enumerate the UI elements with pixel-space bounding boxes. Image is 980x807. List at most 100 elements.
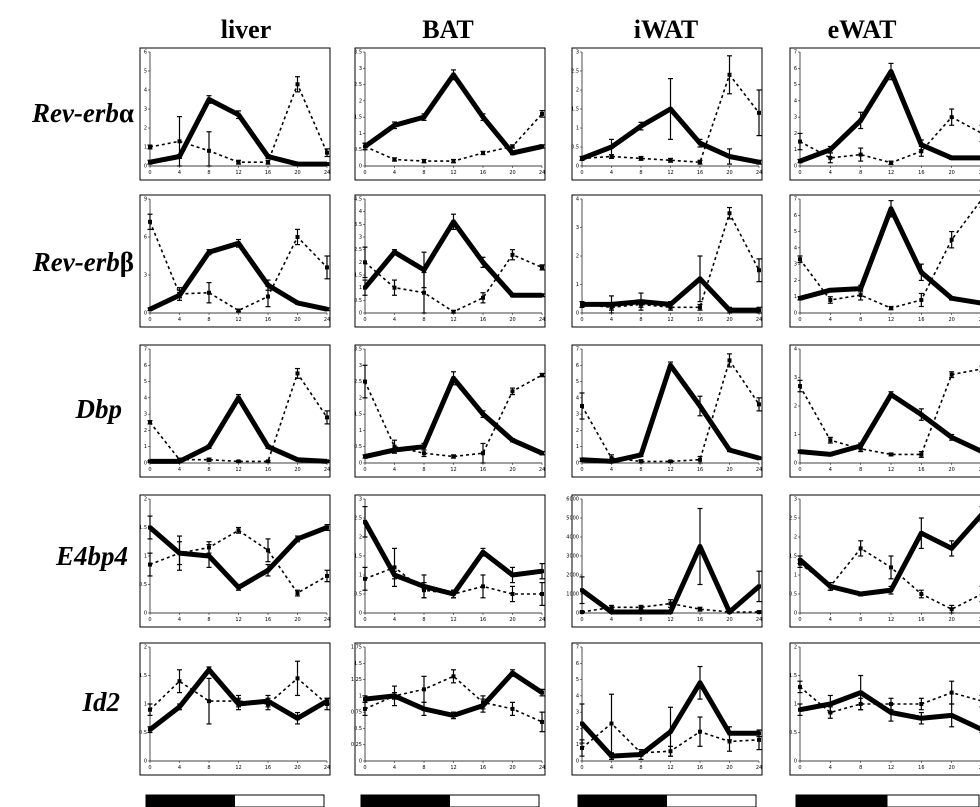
y-tick-label: 3 <box>794 115 797 121</box>
y-tick-label: 1 <box>576 444 579 450</box>
data-point <box>295 457 300 462</box>
x-tick-label: 16 <box>918 317 924 323</box>
data-point <box>148 562 152 567</box>
x-tick-label: 12 <box>235 765 241 771</box>
data-point <box>392 565 397 570</box>
y-tick-label: 0.5 <box>354 147 362 153</box>
x-tick-label: 4 <box>178 170 181 176</box>
y-tick-label: 0.5 <box>354 298 362 304</box>
data-point <box>481 451 485 456</box>
panel-frame <box>354 642 546 776</box>
data-point <box>757 308 761 313</box>
y-tick-label: 2 <box>576 88 579 94</box>
data-point <box>236 459 241 464</box>
x-tick-label: 24 <box>979 317 980 323</box>
y-tick-label: 0 <box>794 311 797 317</box>
x-tick-label: 8 <box>422 317 425 323</box>
data-point <box>919 149 924 154</box>
y-tick-label: 0 <box>144 164 147 170</box>
data-point <box>363 285 367 290</box>
data-point <box>858 293 863 298</box>
data-point <box>798 384 802 389</box>
x-tick-label: 20 <box>726 467 732 473</box>
data-point <box>510 671 515 676</box>
data-point <box>510 438 515 443</box>
y-tick-label: 6 <box>794 66 797 72</box>
data-point <box>177 704 182 709</box>
y-tick-label: 2 <box>576 254 579 260</box>
data-point <box>207 667 211 672</box>
data-point <box>266 160 270 165</box>
data-point <box>639 156 643 161</box>
data-point <box>919 142 924 147</box>
x-tick-label: 8 <box>859 617 862 623</box>
y-tick-label: 0 <box>576 311 579 317</box>
x-tick-label: 8 <box>639 617 642 623</box>
data-point <box>325 265 329 270</box>
x-tick-label: 0 <box>148 765 151 771</box>
x-tick-label: 0 <box>580 617 583 623</box>
data-point <box>363 379 367 384</box>
y-tick-label: 0 <box>144 461 147 467</box>
x-tick-label: 16 <box>480 317 486 323</box>
x-tick-label: 20 <box>294 617 300 623</box>
x-tick-label: 16 <box>918 765 924 771</box>
x-tick-label: 20 <box>509 170 515 176</box>
data-point <box>392 285 397 290</box>
data-point <box>668 459 673 464</box>
x-tick-label: 16 <box>265 765 271 771</box>
data-point <box>236 395 241 400</box>
x-tick-label: 0 <box>363 765 366 771</box>
data-point <box>668 729 673 734</box>
data-point <box>148 420 152 425</box>
y-tick-label: 2.5 <box>354 516 362 522</box>
data-point <box>422 451 426 456</box>
column-title-iwat: iWAT <box>634 15 699 44</box>
data-point <box>540 111 544 116</box>
x-tick-label: 20 <box>294 467 300 473</box>
data-point <box>392 444 397 449</box>
y-tick-label: 0.5 <box>789 730 797 736</box>
data-point <box>148 727 152 732</box>
x-tick-label: 4 <box>610 317 613 323</box>
panel-3-3: 0 0.5 1 1.5 2 2.5 3 0 4 8 12 16 20 24 <box>789 494 980 628</box>
data-point <box>540 144 544 149</box>
data-point <box>207 554 211 558</box>
y-tick-label: 0 <box>144 611 147 617</box>
data-point <box>266 702 270 706</box>
data-point <box>422 159 426 164</box>
panel-frame <box>571 642 763 776</box>
x-tick-label: 24 <box>324 317 330 323</box>
y-tick-label: 6 <box>576 363 579 369</box>
data-point <box>858 286 863 291</box>
series-dashed <box>362 110 545 164</box>
data-point <box>363 144 367 149</box>
series-dashed <box>147 213 330 313</box>
row-title-main: Rev-erb <box>32 247 120 277</box>
data-point <box>510 573 515 577</box>
x-tick-label: 20 <box>294 317 300 323</box>
x-tick-label: 0 <box>363 170 366 176</box>
data-point <box>639 459 643 464</box>
data-point <box>757 584 761 589</box>
y-tick-label: 2 <box>144 645 147 651</box>
data-point <box>481 584 485 589</box>
data-point <box>451 376 456 381</box>
panel-3-2: 0 1000 2000 3000 4000 5000 6000 0 4 8 12 16 20 24 <box>566 494 763 628</box>
data-point <box>363 260 367 265</box>
x-tick-label: 16 <box>697 170 703 176</box>
data-point <box>889 392 893 397</box>
data-point <box>451 72 456 77</box>
panel-frame <box>354 194 546 328</box>
data-point <box>757 268 761 273</box>
series-dashed <box>147 76 330 167</box>
x-tick-label: 16 <box>480 617 486 623</box>
data-point <box>889 69 893 74</box>
y-tick-label: 0 <box>794 164 797 170</box>
y-tick-label: 4 <box>794 347 797 353</box>
data-point <box>177 139 182 144</box>
y-tick-label: 2 <box>144 126 147 132</box>
x-tick-label: 4 <box>393 467 396 473</box>
row-title-e4bp4: E4bp4 <box>55 541 128 571</box>
